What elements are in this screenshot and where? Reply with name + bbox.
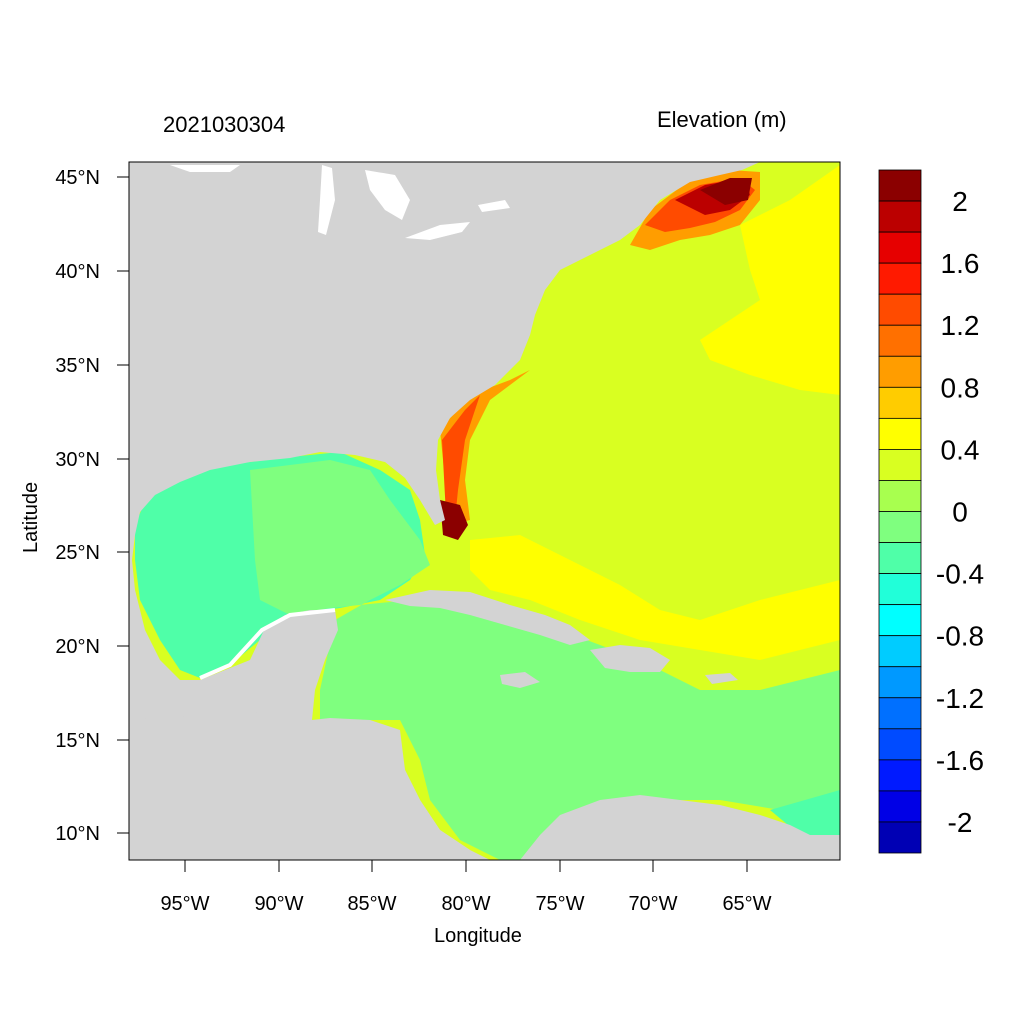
lon-tick-label: 80°W (441, 893, 490, 915)
colorbar-swatch (878, 324, 922, 357)
variable-title: Elevation (m) (657, 107, 787, 132)
colorbar-swatch (878, 573, 922, 606)
colorbar-swatch (878, 293, 922, 326)
colorbar-swatch (878, 355, 922, 388)
map-border (128, 161, 841, 861)
colorbar-swatch (878, 169, 922, 202)
colorbar-swatch (878, 480, 922, 512)
florida-surge-2 (442, 395, 480, 520)
lat-tick-label: 20°N (55, 636, 100, 658)
south-america-land (520, 795, 840, 860)
florida-surge-1 (440, 370, 530, 525)
lon-tick-label: 75°W (535, 893, 584, 915)
lon-tick-label: 65°W (722, 893, 771, 915)
lake-erie (405, 222, 470, 240)
florida-surge-3 (440, 500, 468, 540)
colorbar-swatch (878, 200, 922, 233)
colorbar-label: 2 (952, 186, 968, 217)
x-axis-label: Longitude (434, 925, 522, 947)
colorbar: 2 1.6 1.2 0.8 0.4 0 -0.4 -0.8 -1.2 -1.6 -2 (878, 169, 984, 854)
lon-tick-label: 95°W (160, 893, 209, 915)
caribbean-sea (250, 460, 840, 860)
colorbar-swatch (878, 666, 922, 699)
lat-tick-label: 30°N (55, 449, 100, 471)
colorbar-swatch (878, 542, 922, 574)
lat-tick-label: 15°N (55, 730, 100, 752)
north-america-land (129, 162, 760, 860)
colorbar-label: 1.2 (941, 310, 980, 341)
timestamp-label: 2021030304 (163, 112, 286, 137)
colorbar-label: -1.2 (936, 683, 984, 714)
colorbar-label: 0 (952, 497, 968, 528)
hispaniola-land (590, 645, 670, 672)
lat-tick-label: 40°N (55, 261, 100, 283)
lake-superior (170, 165, 240, 172)
lat-tick-label: 35°N (55, 355, 100, 377)
colorbar-label: -1.6 (936, 745, 984, 776)
gulf-of-maine-surge-4 (700, 178, 752, 205)
land (129, 162, 840, 860)
cuba-land (385, 590, 590, 645)
colorbar-swatch (878, 262, 922, 295)
colorbar-swatch (878, 417, 922, 450)
colorbar-label: 0.4 (941, 434, 980, 465)
colorbar-swatch (878, 231, 922, 264)
colorbar-label: 0.8 (941, 372, 980, 403)
colorbar-swatch (878, 386, 922, 419)
latitude-ticks: 45°N 40°N 35°N 30°N 25°N 20°N 15°N 10°N (55, 167, 129, 845)
colorbar-swatch (878, 511, 922, 543)
lake-ontario (478, 200, 510, 212)
lon-tick-label: 70°W (628, 893, 677, 915)
central-america-land (129, 712, 470, 860)
colorbar-label: -2 (948, 807, 973, 838)
lat-tick-label: 45°N (55, 167, 100, 189)
colorbar-swatch (878, 635, 922, 668)
lakes (170, 165, 510, 240)
lon-tick-label: 90°W (254, 893, 303, 915)
colorbar-swatch (878, 449, 922, 481)
colorbar-swatch (878, 790, 922, 823)
atlantic-high (700, 165, 840, 395)
longitude-ticks: 95°W 90°W 85°W 80°W 75°W 70°W 65°W (160, 860, 772, 915)
puerto-rico-land (705, 673, 738, 684)
lake-michigan (318, 165, 335, 235)
lake-huron (365, 170, 410, 220)
venezuela-basin (770, 790, 840, 840)
jamaica-land (500, 672, 540, 688)
lat-tick-label: 10°N (55, 823, 100, 845)
colorbar-swatch (878, 728, 922, 761)
colorbar-label: -0.4 (936, 559, 984, 590)
colorbar-label: -0.8 (936, 621, 984, 652)
lat-tick-label: 25°N (55, 542, 100, 564)
bahamas-high (470, 535, 840, 660)
colorbar-swatch (878, 604, 922, 637)
lon-tick-label: 85°W (347, 893, 396, 915)
colorbar-label: 1.6 (941, 248, 980, 279)
colorbar-swatch (878, 759, 922, 792)
colorbar-swatch (878, 821, 922, 854)
colorbar-swatch (878, 697, 922, 730)
mexico-coast-rim (199, 608, 336, 680)
map-area (128, 161, 841, 861)
